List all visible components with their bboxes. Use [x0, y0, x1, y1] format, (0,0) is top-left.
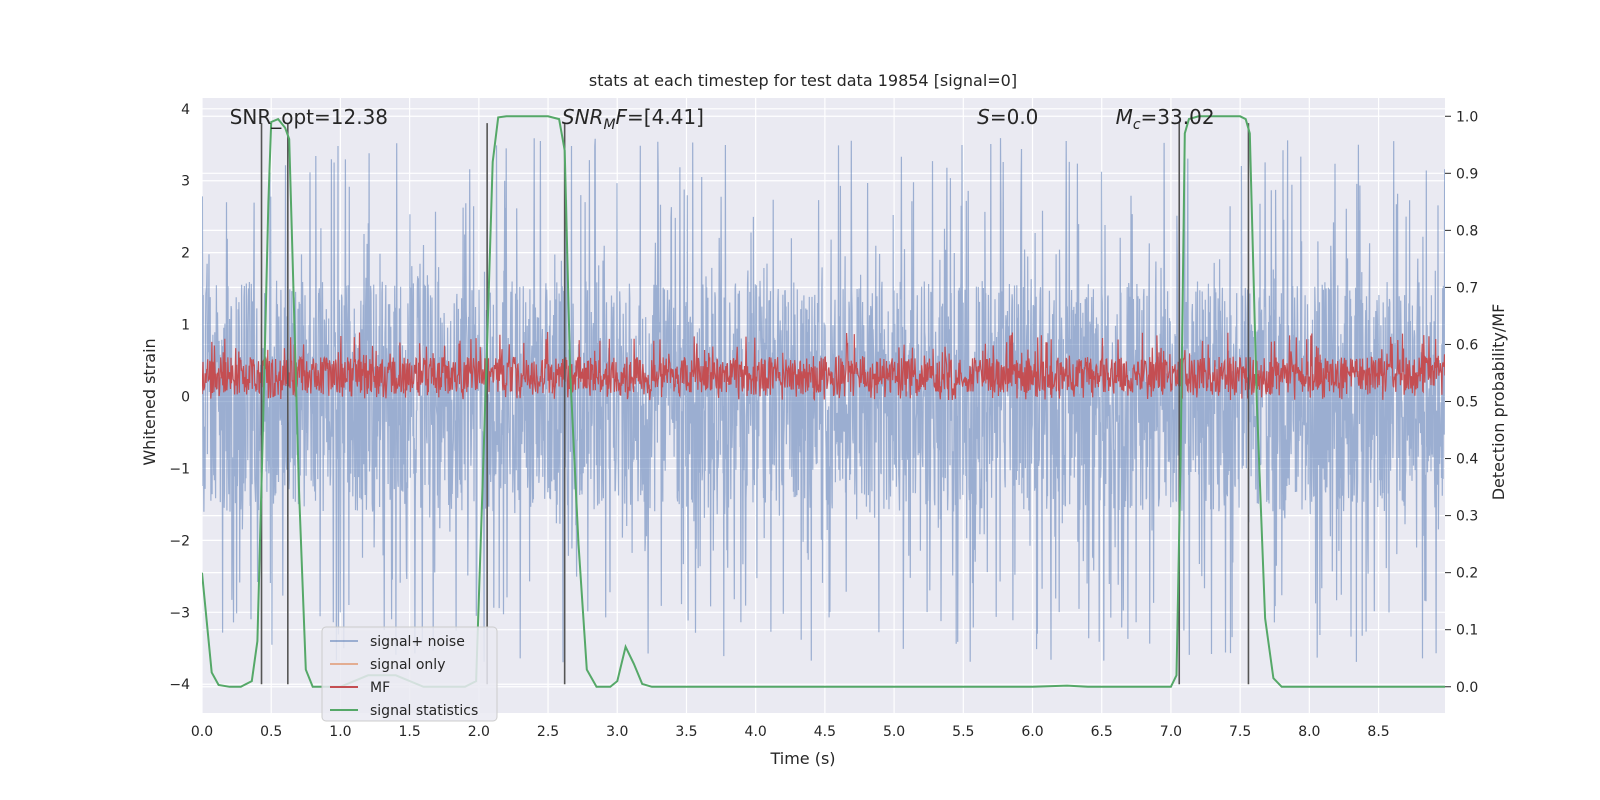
x-axis: 0.0 0.5 1.0 1.5 2.0 2.5 3.0 3.5 4.0 4.5 5.0 5.5 6.0 6… [191, 724, 1390, 740]
right-tick-label: 0.4 [1456, 452, 1478, 468]
x-tick-label: 7.5 [1229, 724, 1251, 740]
x-tick-label: 2.0 [468, 724, 490, 740]
right-tick-label: 0.9 [1456, 166, 1478, 182]
right-tick-label: 0.1 [1456, 623, 1478, 639]
annotation: Mc=33.02 [1116, 105, 1215, 133]
left-tick-label: 2 [181, 246, 190, 262]
right-tick-label: 0.2 [1456, 566, 1478, 582]
legend-label: signal+ noise [370, 634, 465, 650]
x-tick-label: 1.5 [398, 724, 420, 740]
series-signal-statistics [202, 115, 1445, 688]
annotations: SNR_opt=12.38 SNRMF=[4.41] S=0.0 Mc=33.02 [230, 105, 1215, 133]
x-tick-label: 4.5 [814, 724, 836, 740]
left-tick-label: 0 [181, 390, 190, 406]
plot-area [201, 98, 1445, 713]
right-tick-label: 0.8 [1456, 223, 1478, 239]
left-tick-label: 3 [181, 174, 190, 190]
x-axis-label: Time (s) [769, 749, 835, 768]
gridlines [201, 98, 1445, 713]
x-tick-label: 5.0 [883, 724, 905, 740]
right-tick-label: 0.5 [1456, 395, 1478, 411]
left-axis: −4 −3 −2 −1 0 1 2 3 4 [169, 102, 190, 693]
series-mf [202, 331, 1445, 402]
right-tick-label: 0.3 [1456, 509, 1478, 525]
x-tick-label: 3.0 [606, 724, 628, 740]
annotation: SNR_opt=12.38 [230, 105, 388, 129]
x-tick-label: 7.0 [1160, 724, 1182, 740]
x-tick-label: 4.0 [745, 724, 767, 740]
x-tick-label: 0.5 [260, 724, 282, 740]
left-tick-label: −4 [169, 677, 190, 693]
right-tick-label: 0.6 [1456, 337, 1478, 353]
right-tick-label: 0.0 [1456, 680, 1478, 696]
x-tick-label: 1.0 [329, 724, 351, 740]
x-tick-label: 8.0 [1298, 724, 1320, 740]
x-tick-label: 0.0 [191, 724, 213, 740]
legend: signal+ noise signal only MF signal statist… [321, 626, 498, 722]
annotation: SNRMF=[4.41] [562, 105, 704, 133]
right-axis-label: Detection probability/MF [1489, 304, 1508, 501]
left-axis-label: Whitened strain [140, 338, 159, 465]
chart-title: stats at each timestep for test data 198… [589, 71, 1017, 90]
legend-box [321, 626, 498, 722]
x-tick-label: 2.5 [537, 724, 559, 740]
left-tick-label: −1 [169, 461, 190, 477]
x-tick-label: 6.0 [1021, 724, 1043, 740]
legend-label: signal statistics [370, 703, 478, 719]
annotation: S=0.0 [977, 105, 1038, 129]
left-tick-label: −3 [169, 605, 190, 621]
legend-label: MF [370, 680, 390, 696]
left-tick-label: −2 [169, 533, 190, 549]
x-tick-label: 6.5 [1091, 724, 1113, 740]
legend-label: signal only [370, 657, 445, 673]
x-tick-label: 8.5 [1367, 724, 1389, 740]
left-tick-label: 1 [181, 318, 190, 334]
right-tick-label: 1.0 [1456, 109, 1478, 125]
right-axis: 0.0 0.1 0.2 0.3 0.4 0.5 0.6 0.7 0.8 0.9 1.0 [1445, 109, 1478, 696]
x-tick-label: 5.5 [952, 724, 974, 740]
left-tick-label: 4 [181, 102, 190, 118]
right-tick-label: 0.7 [1456, 280, 1478, 296]
x-tick-label: 3.5 [675, 724, 697, 740]
